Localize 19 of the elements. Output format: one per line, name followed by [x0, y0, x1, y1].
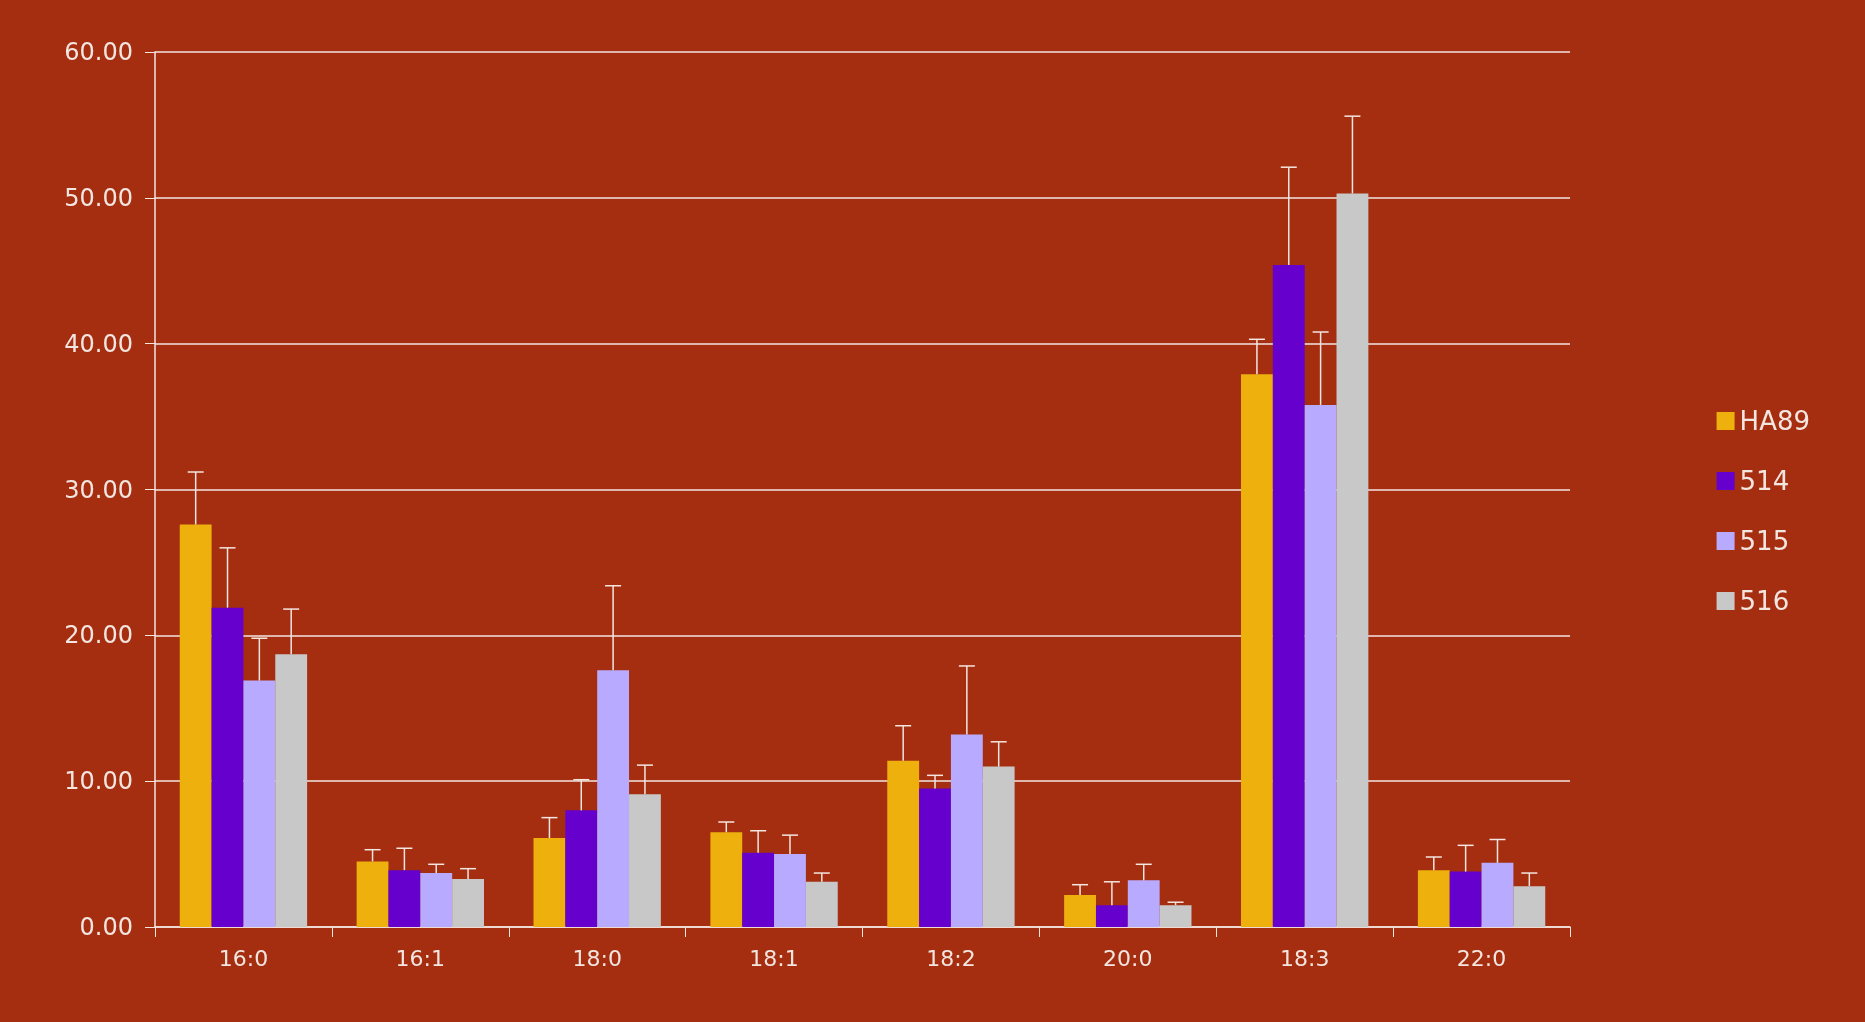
y-tick-label: 50.00: [64, 183, 133, 212]
x-tick-label: 16:0: [218, 945, 269, 971]
legend-label: 516: [1739, 586, 1790, 616]
legend-label: 515: [1739, 526, 1790, 556]
x-tick-label: 18:3: [1279, 945, 1330, 971]
x-tick-label: 16:1: [395, 945, 446, 971]
legend-label: 514: [1739, 466, 1790, 496]
y-tick-label: 30.00: [64, 475, 133, 504]
x-tick-label: 18:1: [749, 945, 799, 971]
x-tick-label: 22:0: [1456, 945, 1507, 971]
y-tick-label: 10.00: [64, 767, 133, 796]
y-tick-label: 20.00: [64, 621, 133, 650]
x-tick-label: 20:0: [1103, 945, 1153, 971]
x-tick-label: 18:0: [572, 945, 622, 971]
x-tick-label: 18:2: [926, 945, 976, 971]
y-tick-label: 0.00: [79, 913, 133, 941]
y-tick-label: 60.00: [64, 38, 133, 66]
y-tick-label: 40.00: [64, 329, 133, 358]
legend-label: HA89: [1739, 406, 1810, 436]
